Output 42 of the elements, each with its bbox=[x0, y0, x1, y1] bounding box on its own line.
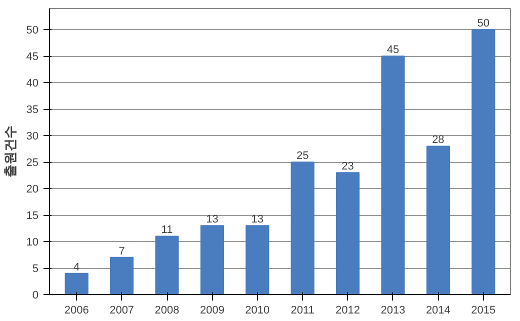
bar bbox=[246, 225, 270, 294]
data-label: 23 bbox=[342, 160, 354, 173]
x-tick-label: 2014 bbox=[426, 304, 450, 316]
y-tick-label: 45 bbox=[26, 51, 39, 64]
x-tick-label: 2006 bbox=[64, 304, 89, 316]
bar bbox=[200, 225, 224, 294]
y-tick-label: 15 bbox=[26, 210, 39, 222]
data-label: 4 bbox=[74, 261, 80, 274]
bar bbox=[110, 256, 134, 294]
bar bbox=[155, 236, 179, 294]
x-tick-label: 2007 bbox=[110, 304, 134, 316]
x-tick-label: 2012 bbox=[336, 304, 360, 316]
y-tick-label: 0 bbox=[32, 290, 39, 302]
y-tick-label: 5 bbox=[32, 263, 39, 276]
x-tick-label: 2013 bbox=[380, 304, 406, 316]
bar bbox=[336, 172, 360, 294]
x-tick-label: 2010 bbox=[245, 304, 270, 316]
data-label: 25 bbox=[296, 150, 309, 162]
bar bbox=[472, 29, 496, 294]
y-tick-label: 50 bbox=[26, 24, 39, 37]
data-label: 28 bbox=[432, 134, 444, 146]
x-tick-label: 2011 bbox=[290, 304, 314, 316]
data-label: 13 bbox=[206, 214, 218, 226]
bar bbox=[426, 146, 450, 294]
bar bbox=[290, 162, 314, 294]
bar bbox=[64, 272, 88, 294]
y-tick-label: 40 bbox=[26, 78, 39, 90]
data-label: 13 bbox=[251, 214, 264, 226]
data-label: 11 bbox=[161, 224, 173, 236]
y-tick-label: 35 bbox=[26, 104, 39, 116]
y-tick-label: 10 bbox=[26, 236, 39, 249]
y-axis-title: 출원건수 bbox=[3, 126, 18, 178]
y-tick-label: 25 bbox=[26, 157, 39, 170]
x-tick-label: 2009 bbox=[200, 304, 224, 316]
bar bbox=[381, 56, 405, 294]
data-label: 50 bbox=[477, 18, 490, 30]
x-tick-label: 2015 bbox=[471, 304, 496, 316]
x-tick-label: 2008 bbox=[154, 304, 180, 316]
data-label: 7 bbox=[118, 245, 125, 258]
y-tick-label: 20 bbox=[26, 184, 39, 196]
y-tick-label: 30 bbox=[26, 130, 39, 143]
data-label: 45 bbox=[386, 44, 400, 56]
